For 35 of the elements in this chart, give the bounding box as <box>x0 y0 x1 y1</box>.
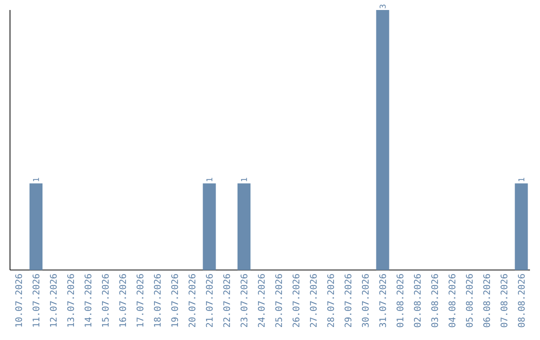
x-tick-label: 27.07.2026 <box>310 274 317 328</box>
x-tick-label: 17.07.2026 <box>136 274 144 327</box>
x-tick-label: 15.07.2026 <box>102 274 109 327</box>
x-tick-label: 11.07.2026 <box>32 274 40 327</box>
x-tick-label: 28.07.2026 <box>327 274 334 328</box>
x-tick-label: 01.08.2026 <box>396 274 404 328</box>
x-tick-label: 08.08.2026 <box>518 274 525 328</box>
x-tick-label: 19.07.2026 <box>171 274 178 327</box>
x-tick-label: 29.07.2026 <box>344 274 352 328</box>
x-tick-label: 23.07.2026 <box>240 274 248 328</box>
data-label: 1 <box>206 178 212 182</box>
x-tick-label: 07.08.2026 <box>500 274 508 328</box>
x-tick-label: 13.07.2026 <box>67 274 74 327</box>
data-label: 3 <box>380 4 386 8</box>
data-label: 1 <box>241 178 247 182</box>
x-tick-label: 24.07.2026 <box>258 274 265 328</box>
x-tick-label: 25.07.2026 <box>275 274 282 328</box>
x-tick-label: 16.07.2026 <box>119 274 126 327</box>
x-tick-label: 10.07.2026 <box>15 274 22 327</box>
x-tick-label: 18.07.2026 <box>154 274 161 327</box>
x-tick-label: 06.08.2026 <box>483 274 490 328</box>
x-tick-label: 04.08.2026 <box>448 274 456 328</box>
x-tick-label: 21.07.2026 <box>206 274 213 328</box>
data-label: 1 <box>518 178 524 182</box>
x-tick-label: 14.07.2026 <box>84 274 92 327</box>
data-label: 1 <box>33 178 39 182</box>
x-tick-label: 30.07.2026 <box>362 274 369 328</box>
x-tick-label: 26.07.2026 <box>292 274 300 328</box>
x-tick-label: 05.08.2026 <box>466 274 473 328</box>
x-tick-label: 31.07.2026 <box>379 274 386 328</box>
x-tick-label: 12.07.2026 <box>50 274 57 327</box>
x-tick-label: 03.08.2026 <box>431 274 438 328</box>
x-tick-label: 22.07.2026 <box>223 274 230 328</box>
x-tick-label: 02.08.2026 <box>414 274 421 328</box>
x-tick-label: 20.07.2026 <box>188 274 196 328</box>
